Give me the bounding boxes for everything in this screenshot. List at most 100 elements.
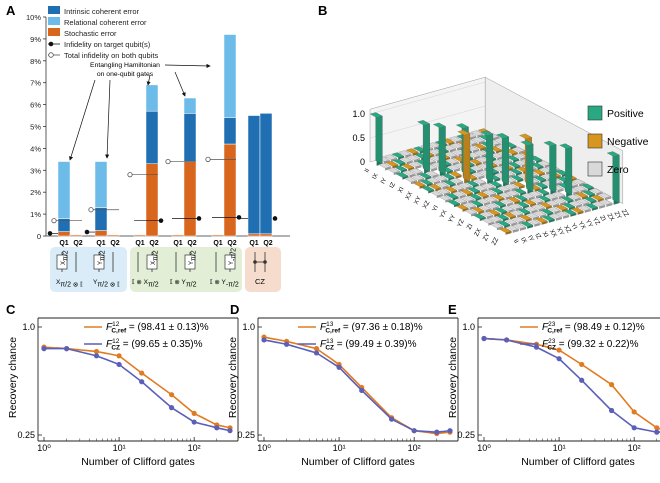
a-gate-caption-part: ⊗ 𝕀 bbox=[108, 281, 120, 289]
b-bar-side bbox=[422, 120, 430, 172]
b-row-label: ZY bbox=[482, 232, 492, 242]
b-z-tick-label: 0 bbox=[360, 157, 365, 167]
b-col-label: ZI bbox=[598, 214, 607, 223]
a-y-tick-label: 1% bbox=[30, 210, 41, 219]
rb-point-CZ bbox=[116, 361, 122, 368]
b-tile-top bbox=[513, 188, 527, 194]
rb-point-ref bbox=[608, 382, 615, 388]
b-tile-top bbox=[404, 176, 417, 183]
rb-x-tick-label: 10¹ bbox=[333, 443, 346, 453]
b-tile-top bbox=[428, 184, 442, 190]
b-row-label: XX bbox=[404, 190, 414, 201]
rb-legend-label-part: 13 bbox=[326, 321, 334, 328]
b-tile-top bbox=[504, 183, 518, 190]
rb-point-ref bbox=[116, 353, 122, 359]
a-gate-caption: 𝕀 ⊗ Y-π/2 bbox=[210, 278, 239, 289]
b-tile-top bbox=[448, 136, 462, 142]
rb-point-ref bbox=[93, 348, 100, 355]
b-tile-top bbox=[444, 186, 458, 192]
b-tile-top bbox=[540, 208, 554, 215]
b-tile-top bbox=[485, 203, 499, 209]
b-tile-top bbox=[468, 193, 482, 200]
b-tile-top bbox=[418, 172, 432, 179]
rb-y-tick-label: 1.0 bbox=[242, 322, 255, 332]
rb-point-CZ bbox=[64, 346, 70, 352]
a-gate-caption-part: 𝕀 ⊗ Y bbox=[170, 278, 186, 286]
b-col-label: ZZ bbox=[620, 208, 630, 218]
rb-legend-label: F13 C,ref = (97.36 ± 0.18)% bbox=[320, 321, 423, 335]
b-row-label: II bbox=[363, 167, 371, 174]
b-bar-top bbox=[496, 133, 509, 139]
rb-point-CZ bbox=[579, 377, 585, 383]
b-col-label: ZX bbox=[605, 212, 615, 222]
b-bar-side bbox=[486, 130, 494, 183]
b-tile-top bbox=[514, 195, 528, 201]
b-tile-top bbox=[563, 209, 577, 215]
a-gate-caption-part: ⊗ 𝕀 bbox=[71, 281, 83, 289]
b-tile-top bbox=[590, 194, 604, 201]
rb-x-label: Number of Clifford gates bbox=[81, 456, 195, 468]
a-qubit-label: Q2 bbox=[110, 240, 119, 247]
a-bar-segment-intrinsic bbox=[247, 115, 261, 235]
b-tile-top bbox=[517, 208, 531, 214]
rb-point-CZ bbox=[608, 407, 615, 414]
b-tile-top bbox=[394, 165, 407, 171]
b-tile-top bbox=[429, 190, 443, 196]
b-col-label: IZ bbox=[533, 232, 542, 241]
b-tile-top bbox=[470, 165, 484, 171]
rb-legend-label-part: C,ref bbox=[325, 328, 341, 335]
b-col-label: YX bbox=[577, 220, 587, 231]
a-legend-label: Total infidelity on both qubits bbox=[64, 51, 158, 60]
b-tile-top bbox=[464, 209, 478, 215]
b-legend-label: Negative bbox=[607, 136, 649, 148]
b-row-label: IX bbox=[371, 172, 380, 180]
b-z-tick-label: 0.5 bbox=[352, 133, 365, 143]
panel-label-a: A bbox=[6, 3, 16, 18]
b-tile-top bbox=[549, 213, 562, 219]
b-tile-top bbox=[421, 186, 435, 192]
b-col-label: YY bbox=[584, 218, 594, 229]
b-bar-top bbox=[455, 123, 469, 129]
rb-y-label: Recovery chance bbox=[447, 337, 459, 418]
b-tile-top bbox=[536, 189, 550, 195]
rb-point-CZ bbox=[93, 353, 100, 359]
rb-fit-curve-CZ bbox=[263, 339, 451, 433]
b-tile-top bbox=[501, 205, 515, 211]
a-gate-group-bg bbox=[130, 247, 242, 292]
rb-y-label: Recovery chance bbox=[7, 337, 19, 418]
b-col-label: XX bbox=[548, 228, 558, 239]
rb-legend-label-part: F bbox=[320, 339, 327, 350]
a-qubit-label: Q1 bbox=[213, 240, 222, 247]
rb-x-tick-label: 10² bbox=[188, 443, 201, 453]
rb-point-CZ bbox=[227, 428, 233, 434]
a-annotation-arrow bbox=[164, 63, 211, 69]
b-tile-top bbox=[513, 223, 526, 229]
b-tile-top bbox=[450, 178, 463, 184]
a-qubit-label: Q2 bbox=[73, 240, 82, 247]
rb-y-tick-label: 0.25 bbox=[17, 430, 35, 440]
a-gate-caption-part: π/2 bbox=[60, 282, 71, 289]
b-tile-top bbox=[468, 158, 482, 165]
b-tile-top bbox=[470, 130, 484, 136]
b-tile-top bbox=[562, 202, 575, 209]
b-tile-top bbox=[386, 167, 400, 173]
a-gate-box-label: Y-π/2 bbox=[229, 248, 238, 265]
b-tile-top bbox=[425, 170, 439, 177]
b-tile-top bbox=[488, 181, 502, 187]
b-row-label: XY bbox=[413, 195, 423, 206]
b-tile-top bbox=[503, 212, 516, 218]
b-tile-top bbox=[530, 162, 544, 168]
rb-legend-label-part: F bbox=[320, 322, 327, 333]
rb-point-CZ bbox=[191, 419, 197, 425]
rb-legend-label: F23 CZ = (99.32 ± 0.22)% bbox=[542, 338, 639, 352]
b-tile-top bbox=[573, 185, 587, 191]
b-tile-top bbox=[419, 179, 433, 185]
b-legend-label: Positive bbox=[607, 108, 644, 120]
a-gate-caption-part: Y bbox=[93, 279, 98, 286]
rb-legend-label-part: = (99.32 ± 0.22)% bbox=[556, 339, 639, 350]
b-bar-side bbox=[501, 133, 509, 185]
a-gate-caption: CZ bbox=[255, 277, 265, 286]
b-tile-top bbox=[580, 183, 594, 189]
